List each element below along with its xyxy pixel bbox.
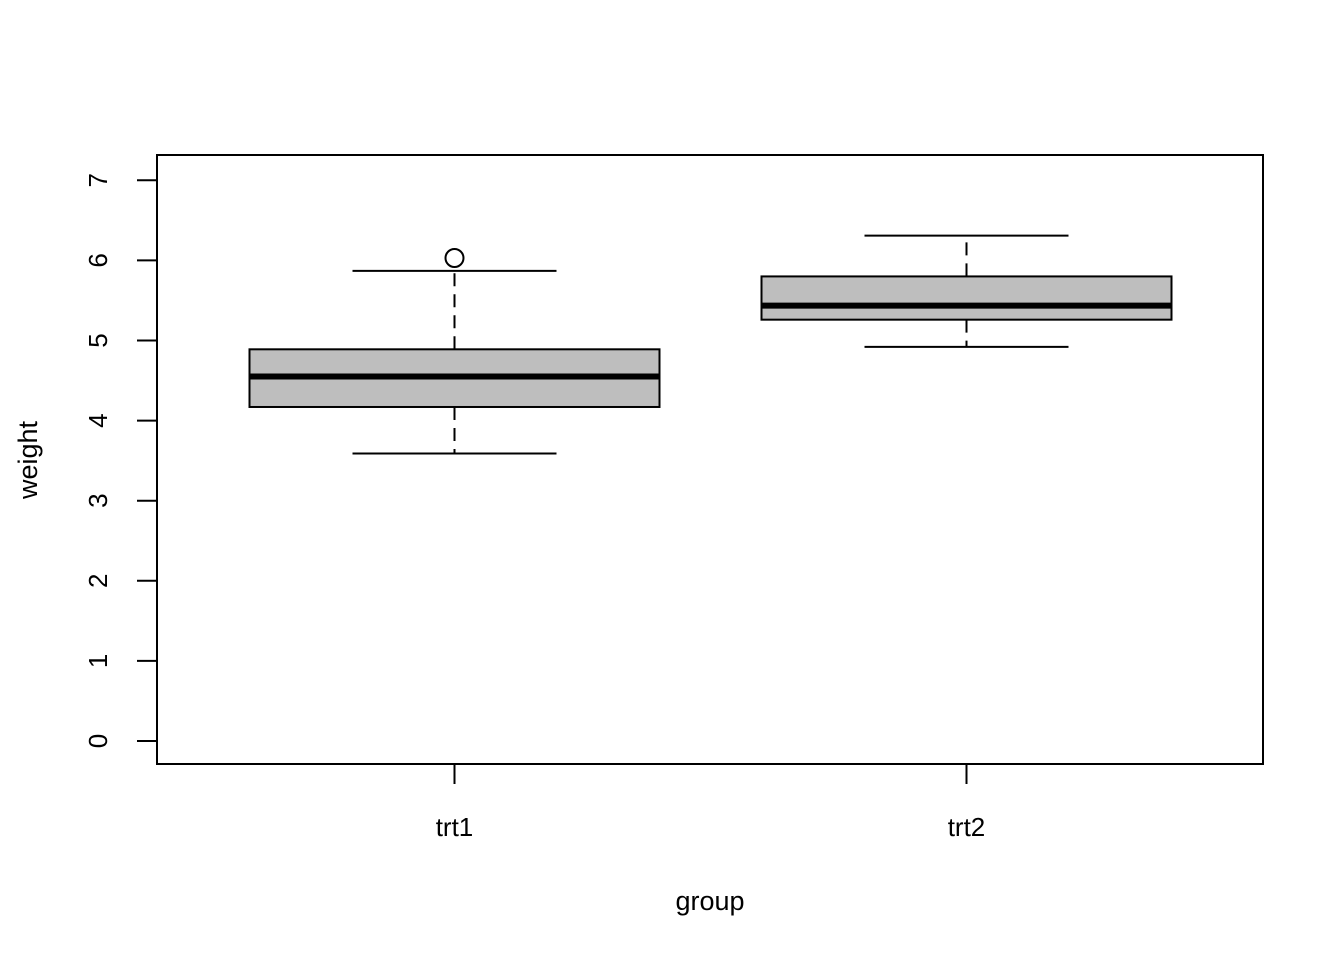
x-axis-title: group (675, 886, 744, 916)
box-group-trt2 (760, 234, 1173, 348)
y-tick-label: 4 (83, 413, 113, 427)
y-tick-label: 7 (83, 173, 113, 187)
y-axis: 0 1 2 3 4 5 6 7 (83, 173, 157, 748)
y-tick-label: 0 (83, 734, 113, 748)
x-tick-label: trt1 (436, 812, 474, 842)
boxes-layer (248, 234, 1173, 455)
outlier-point (444, 247, 465, 268)
plot-border (156, 154, 1264, 765)
y-tick-label: 2 (83, 574, 113, 588)
x-axis: trt1 trt2 (436, 764, 986, 842)
y-tick-label: 1 (83, 654, 113, 668)
iqr-box (760, 275, 1173, 321)
box-group-trt1 (248, 247, 661, 455)
y-axis-title: weight (13, 420, 43, 500)
y-tick-label: 5 (83, 333, 113, 347)
y-tick-label: 6 (83, 253, 113, 267)
y-tick-label: 3 (83, 493, 113, 507)
x-tick-label: trt2 (948, 812, 986, 842)
